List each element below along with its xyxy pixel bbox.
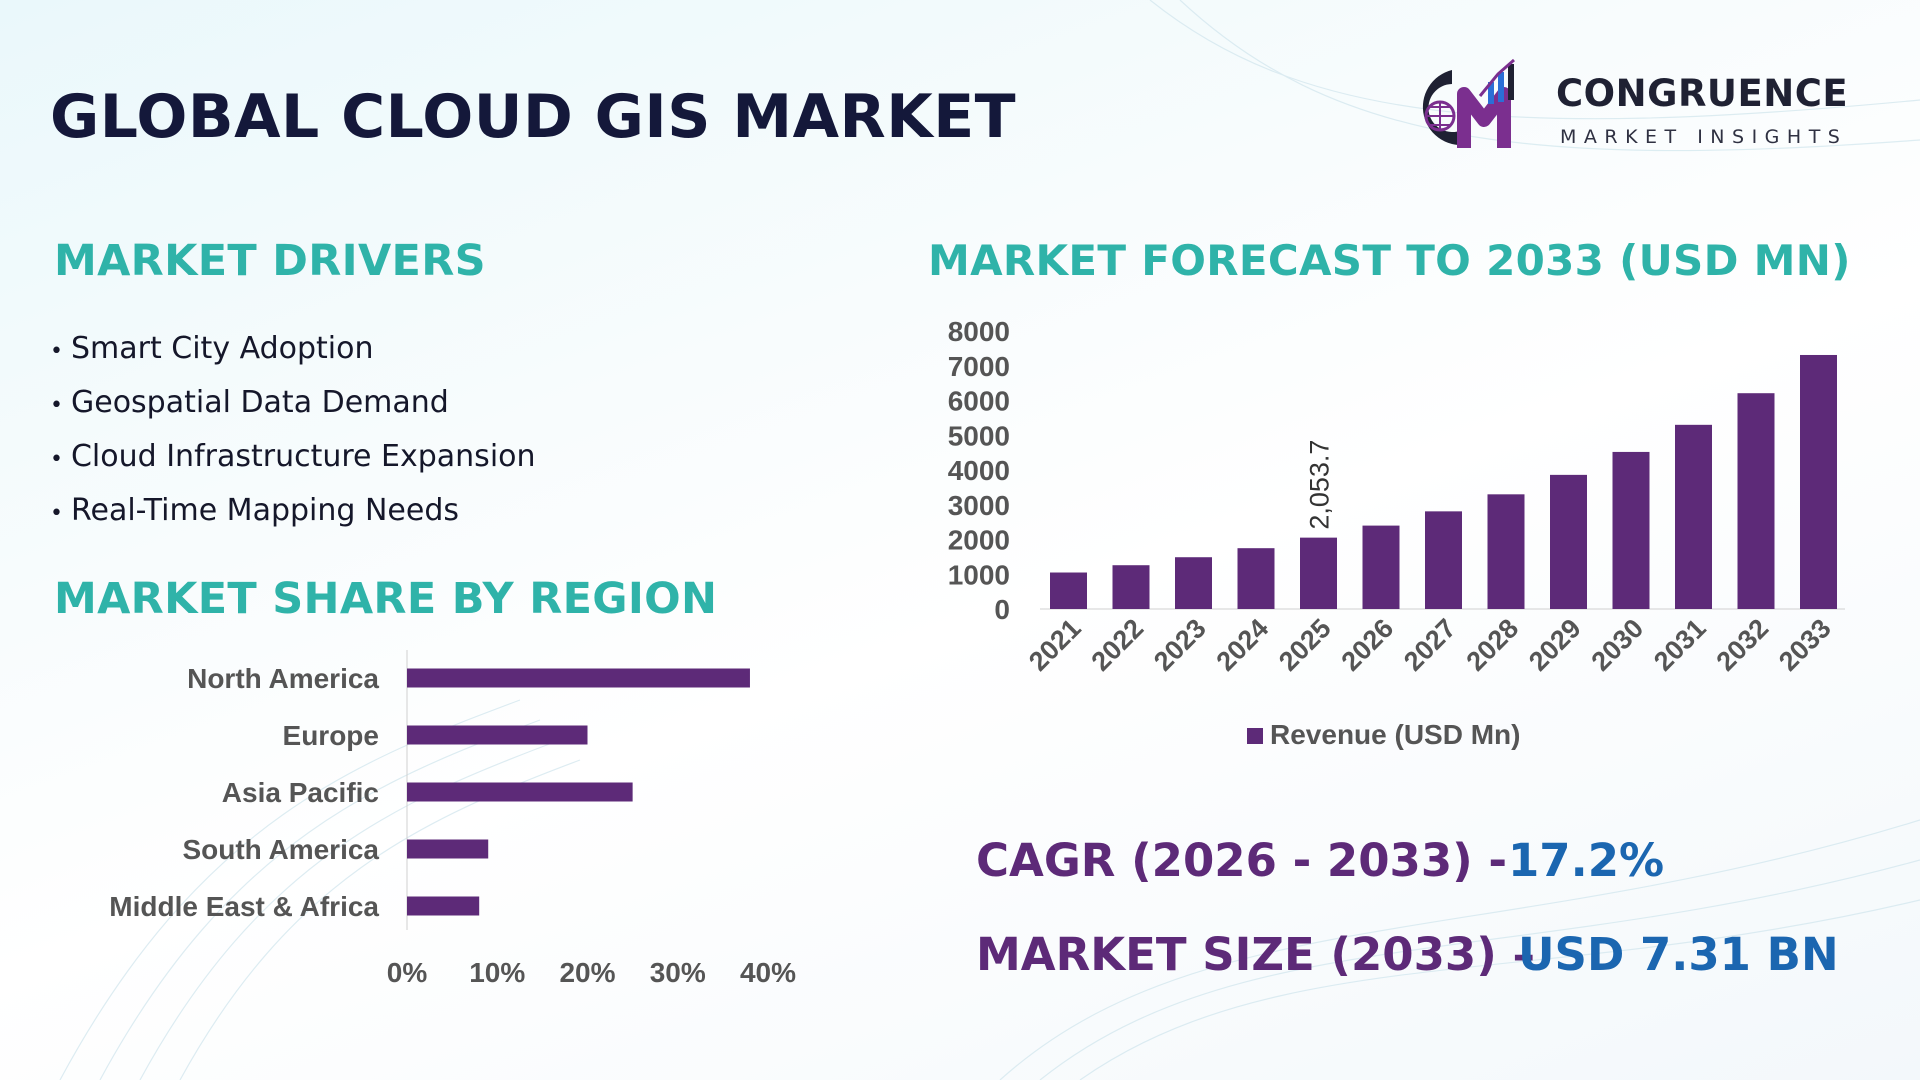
- drivers-list: • Smart City Adoption • Geospatial Data De…: [50, 322, 536, 538]
- market-size-value: USD 7.31 BN: [1518, 928, 1839, 981]
- forecast-y-tick: 5000: [948, 420, 1010, 451]
- driver-item: • Cloud Infrastructure Expansion: [50, 430, 536, 484]
- region-bar: [407, 782, 633, 802]
- forecast-y-tick: 8000: [948, 316, 1010, 347]
- forecast-x-tick: 2029: [1523, 613, 1587, 677]
- forecast-bar: [1237, 548, 1275, 609]
- region-x-tick: 0%: [387, 957, 428, 988]
- forecast-x-tick: 2030: [1586, 613, 1650, 677]
- forecast-y-tick: 0: [994, 594, 1010, 625]
- forecast-y-tick: 2000: [948, 525, 1010, 556]
- region-bar: [407, 896, 480, 916]
- forecast-bar: [1425, 511, 1462, 609]
- market-size-label: MARKET SIZE (2033) –: [976, 928, 1535, 981]
- forecast-bar: [1800, 354, 1837, 609]
- region-label: Asia Pacific: [222, 777, 379, 808]
- region-chart-title: MARKET SHARE BY REGION: [54, 574, 718, 624]
- region-x-tick: 20%: [559, 957, 615, 988]
- forecast-bar: [1675, 424, 1712, 609]
- forecast-bar: [1112, 565, 1150, 609]
- brand-tagline: MARKET INSIGHTS: [1560, 126, 1848, 148]
- cagr-value: 17.2%: [1508, 834, 1665, 887]
- region-bar: [407, 725, 588, 745]
- forecast-y-tick: 6000: [948, 386, 1010, 417]
- forecast-x-tick: 2028: [1461, 613, 1525, 677]
- brand-logo: CONGRUENCE MARKET INSIGHTS: [1400, 52, 1870, 162]
- driver-item: • Geospatial Data Demand: [50, 376, 536, 430]
- region-share-chart: North America Europe Asia Pacific South Ame…: [109, 650, 796, 988]
- forecast-bar: [1550, 474, 1587, 609]
- forecast-chart: 0100020003000400050006000700080002021202…: [948, 316, 1845, 750]
- driver-item: • Real-Time Mapping Needs: [50, 484, 536, 538]
- forecast-y-tick: 3000: [948, 490, 1010, 521]
- region-x-tick: 30%: [650, 957, 706, 988]
- driver-label: Real-Time Mapping Needs: [70, 493, 459, 528]
- forecast-y-tick: 1000: [948, 559, 1010, 590]
- forecast-bar: [1175, 557, 1212, 609]
- forecast-x-tick: 2025: [1273, 613, 1337, 677]
- forecast-x-tick: 2027: [1398, 613, 1462, 677]
- driver-label: Geospatial Data Demand: [70, 385, 449, 420]
- bullet-icon: •: [50, 501, 63, 526]
- forecast-bar: [1050, 572, 1087, 609]
- bullet-icon: •: [50, 447, 63, 472]
- brand-name: CONGRUENCE: [1556, 72, 1849, 115]
- region-label: North America: [187, 663, 379, 694]
- forecast-bar: [1300, 537, 1337, 609]
- forecast-x-tick: 2033: [1773, 613, 1837, 677]
- legend-swatch: [1247, 728, 1263, 744]
- forecast-bar: [1487, 494, 1525, 609]
- forecast-bar: [1612, 451, 1650, 609]
- page-title: GLOBAL CLOUD GIS MARKET: [50, 82, 1017, 152]
- driver-item: • Smart City Adoption: [50, 322, 536, 376]
- region-label: South America: [182, 834, 379, 865]
- forecast-y-tick: 7000: [948, 351, 1010, 382]
- forecast-x-tick: 2022: [1086, 613, 1150, 677]
- driver-label: Cloud Infrastructure Expansion: [70, 439, 536, 474]
- region-bar: [407, 668, 750, 688]
- region-x-tick: 40%: [740, 957, 796, 988]
- forecast-x-tick: 2023: [1148, 613, 1212, 677]
- logo-mark-icon: [1422, 58, 1515, 148]
- region-bar: [407, 839, 489, 859]
- cagr-label: CAGR (2026 - 2033) -: [976, 834, 1508, 887]
- forecast-x-tick: 2032: [1711, 613, 1775, 677]
- drivers-heading: MARKET DRIVERS: [54, 236, 486, 286]
- bullet-icon: •: [50, 339, 63, 364]
- forecast-bar: [1737, 393, 1775, 609]
- legend-label: Revenue (USD Mn): [1270, 719, 1520, 750]
- forecast-chart-title: MARKET FORECAST TO 2033 (USD MN): [928, 236, 1851, 285]
- driver-label: Smart City Adoption: [70, 331, 374, 366]
- forecast-data-label: 2,053.7: [1305, 440, 1335, 530]
- forecast-x-tick: 2031: [1648, 613, 1712, 677]
- forecast-x-tick: 2026: [1336, 613, 1400, 677]
- region-label: Europe: [283, 720, 379, 751]
- forecast-x-tick: 2024: [1211, 613, 1275, 677]
- forecast-x-tick: 2021: [1023, 613, 1087, 677]
- bullet-icon: •: [50, 393, 63, 418]
- region-x-tick: 10%: [469, 957, 525, 988]
- forecast-y-tick: 4000: [948, 455, 1010, 486]
- forecast-bar: [1362, 525, 1400, 609]
- region-label: Middle East & Africa: [109, 891, 379, 922]
